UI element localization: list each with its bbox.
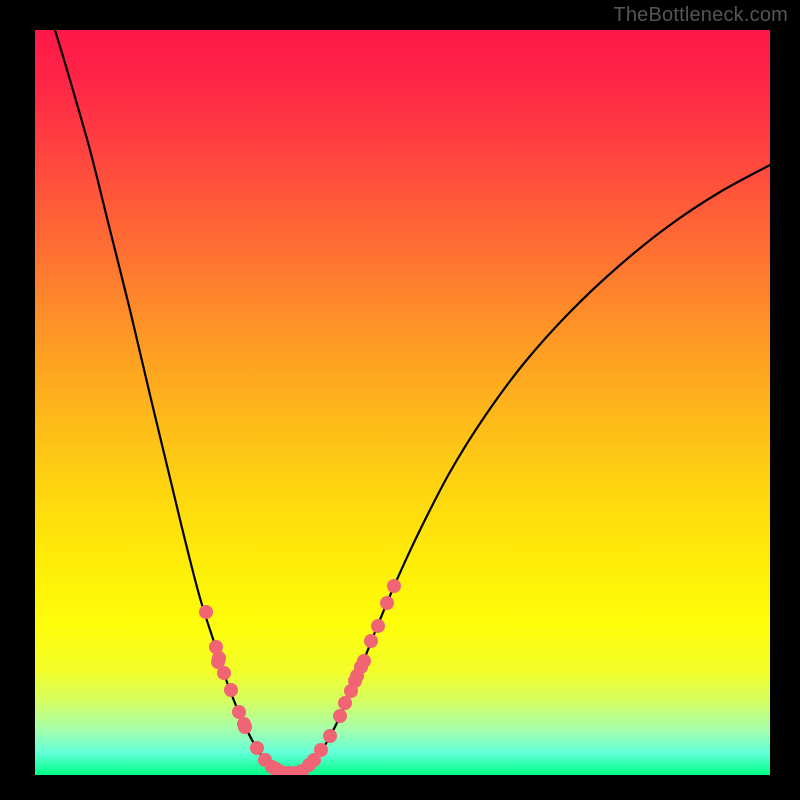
data-marker (371, 619, 385, 633)
data-marker (232, 705, 246, 719)
data-marker (338, 696, 352, 710)
data-marker (238, 720, 252, 734)
data-marker (211, 655, 225, 669)
markers-group (199, 579, 401, 775)
data-marker (387, 579, 401, 593)
bottleneck-curve (35, 30, 770, 775)
data-marker (314, 743, 328, 757)
chart-container: TheBottleneck.com (0, 0, 800, 800)
data-marker (333, 709, 347, 723)
data-marker (199, 605, 213, 619)
data-marker (364, 634, 378, 648)
data-marker (250, 741, 264, 755)
data-marker (380, 596, 394, 610)
data-marker (354, 660, 368, 674)
watermark-text: TheBottleneck.com (613, 4, 788, 27)
data-marker (224, 683, 238, 697)
plot-area (35, 30, 770, 775)
data-marker (348, 674, 362, 688)
data-marker (323, 729, 337, 743)
curve-path (55, 30, 770, 773)
